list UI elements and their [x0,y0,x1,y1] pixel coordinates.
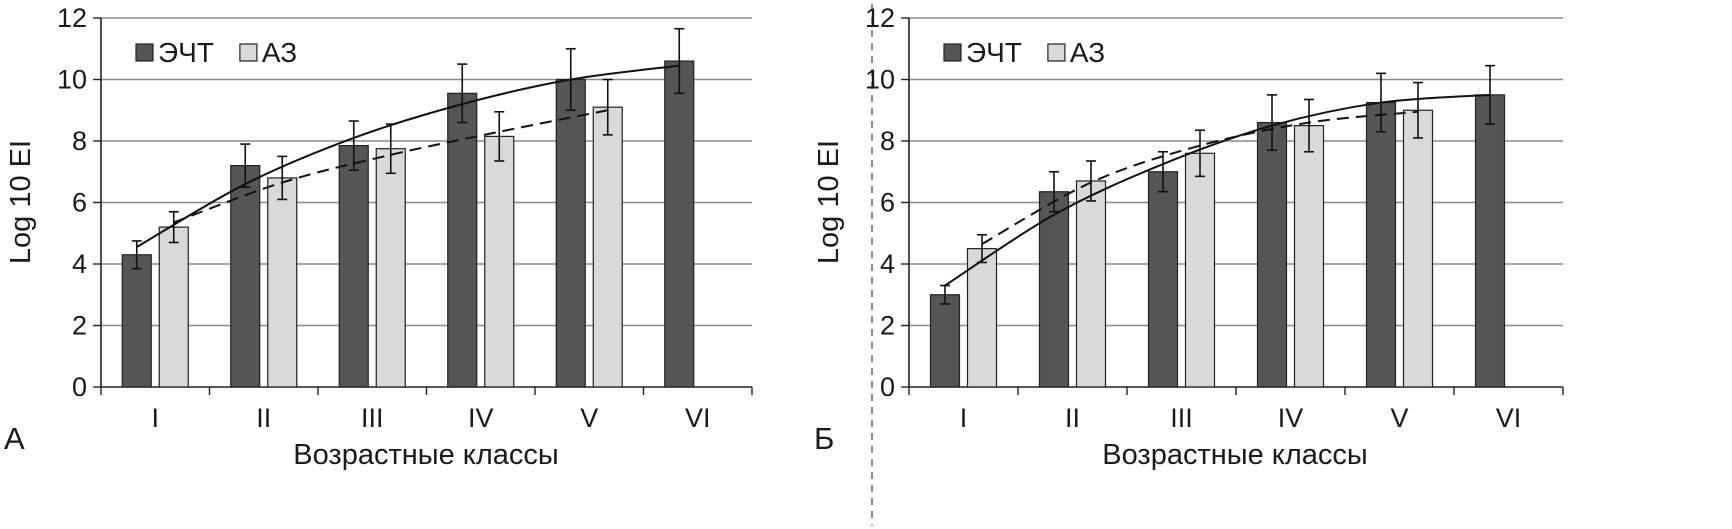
error-bar [1158,150,1168,193]
bar-series2-I [966,248,998,388]
error-bar [1195,129,1205,178]
y-tick-label: 12 [57,3,87,33]
bar-series2-I [158,226,189,388]
legend-swatch-series1 [135,43,154,62]
x-tick-label: III [1170,403,1193,433]
legend-swatch-series2 [239,43,258,62]
x-tick-label: II [256,403,271,433]
bar-series2-V [592,106,623,388]
trendline-series2 [981,110,1419,245]
y-tick-label: 10 [865,65,895,95]
error-bar [1086,160,1096,202]
y-tick-label: 2 [880,311,895,341]
bar-series1-I [929,294,961,388]
bar-series2-III [375,148,406,388]
y-axis-title: Log 10 EI [813,140,845,264]
y-tick-label: 0 [880,372,895,402]
error-bar [131,240,142,270]
x-tick-label: II [1065,403,1080,433]
bar-series2-IV [1293,125,1325,388]
bar-series1-V [1365,101,1397,388]
y-tick-label: 2 [72,311,87,341]
panel-label: Б [814,421,834,456]
y-tick-label: 12 [865,3,895,33]
legend: ЭЧТ АЗ [943,37,1105,68]
x-axis-title: Возрастные классы [293,439,558,471]
error-bar [168,210,179,244]
error-bar [602,78,613,136]
y-tick-label: 8 [72,126,87,156]
bar-series2-IV [484,135,515,388]
panel-label: А [4,421,25,456]
y-tick-label: 8 [880,126,895,156]
trendline-series1 [944,93,1491,287]
error-bar [457,63,468,124]
bar-series1-II [1038,191,1070,388]
legend-label-series2: АЗ [1070,37,1105,68]
y-axis-title: Log 10 EI [5,140,37,264]
legend: ЭЧТ АЗ [135,37,297,68]
x-tick-label: V [580,403,598,433]
x-axis-title: Возрастные классы [1102,439,1367,471]
bar-series1-VI [1474,94,1506,388]
legend-label-series1: ЭЧТ [966,37,1022,68]
y-tick-label: 4 [72,249,87,279]
bar-series1-III [338,145,369,388]
trendline-series1 [136,64,680,248]
bar-series1-III [1147,171,1179,388]
y-tick-label: 10 [57,65,87,95]
error-bar [240,143,251,188]
trendline-series2 [173,109,608,224]
x-tick-label: VI [685,403,711,433]
y-tick-label: 6 [880,188,895,218]
error-bar [1304,98,1314,153]
bar-series1-VI [664,60,695,388]
y-tick-label: 4 [880,249,895,279]
error-bar [348,120,359,172]
bar-series2-II [1075,180,1107,388]
x-tick-label: III [361,403,384,433]
x-tick-label: I [960,403,968,433]
error-bar [277,155,288,201]
legend-swatch-series1 [943,43,962,62]
bar-series2-III [1184,152,1216,388]
x-tick-label: IV [1278,403,1304,433]
error-bar [1049,170,1059,213]
bar-series1-V [555,78,586,388]
x-tick-label: IV [468,403,494,433]
bar-series1-I [121,254,152,388]
y-tick-label: 6 [72,188,87,218]
error-bar [1267,94,1277,152]
x-tick-label: V [1390,403,1408,433]
bar-series2-V [1402,109,1434,388]
error-bar [1413,81,1423,139]
legend-swatch-series2 [1047,43,1066,62]
legend-label-series2: АЗ [262,37,297,68]
bar-series1-II [230,165,261,388]
x-tick-label: I [151,403,159,433]
legend-label-series1: ЭЧТ [158,37,214,68]
bar-series1-IV [1256,121,1288,388]
y-tick-label: 0 [72,372,87,402]
bar-series2-II [267,177,298,388]
x-tick-label: VI [1496,403,1522,433]
error-bar [494,110,505,162]
error-bar [674,27,685,95]
